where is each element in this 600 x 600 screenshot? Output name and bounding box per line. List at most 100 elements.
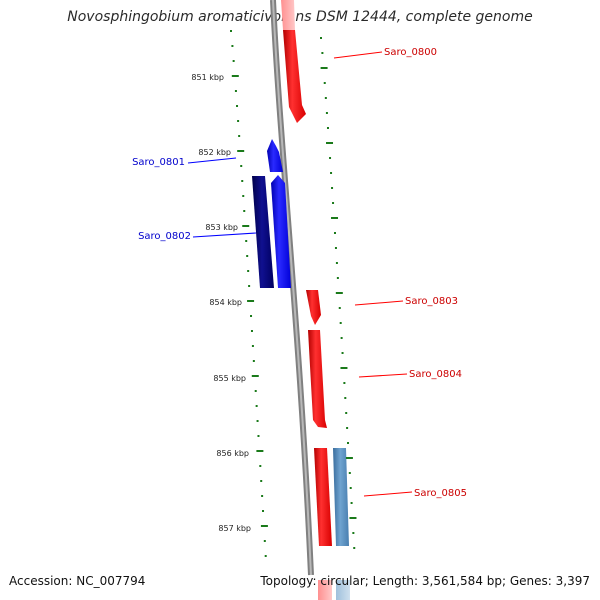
minor-tick (252, 360, 255, 362)
minor-tick (333, 232, 336, 234)
minor-tick (320, 37, 322, 39)
major-tick (242, 225, 250, 227)
minor-tick (262, 510, 265, 512)
minor-tick (335, 262, 338, 264)
backbone-highlight (272, 0, 312, 576)
leader-saro-0803 (354, 300, 404, 306)
left-tick-track (230, 30, 268, 557)
gene-saro-0800[interactable] (283, 30, 306, 123)
minor-tick (349, 487, 352, 489)
minor-tick (234, 90, 237, 92)
major-tick (340, 367, 348, 369)
minor-tick (332, 202, 335, 204)
minor-tick (344, 397, 347, 399)
gene-saro-0804[interactable] (308, 330, 327, 428)
minor-tick (254, 390, 257, 392)
major-tick (326, 142, 334, 144)
minor-tick (340, 337, 343, 339)
minor-tick (325, 112, 328, 114)
minor-tick (232, 60, 235, 62)
minor-tick (259, 465, 262, 467)
minor-tick (237, 120, 240, 122)
minor-tick (323, 82, 326, 84)
leader-saro-0804 (358, 373, 408, 378)
minor-tick (336, 277, 339, 279)
minor-tick (326, 127, 329, 129)
minor-tick (250, 315, 253, 317)
minor-tick (238, 135, 241, 137)
label-saro-0802[interactable]: Saro_0802 (138, 231, 191, 242)
gene-neighbor-steel[interactable] (333, 448, 349, 546)
label-saro-0801[interactable]: Saro_0801 (132, 157, 185, 168)
minor-tick (321, 52, 324, 54)
minor-tick (329, 157, 332, 159)
minor-tick (242, 195, 245, 197)
leader-saro-0800 (333, 51, 383, 59)
minor-tick (260, 480, 263, 482)
gene-saro-0801[interactable] (267, 139, 283, 172)
gene-saro-0802-dark[interactable] (252, 176, 274, 288)
major-tick (335, 292, 343, 294)
minor-tick (338, 307, 341, 309)
gene-saro-0802[interactable] (271, 175, 291, 288)
major-tick (349, 517, 357, 519)
minor-tick (241, 180, 244, 182)
leader-saro-0801 (187, 157, 237, 164)
minor-tick (324, 97, 327, 99)
minor-tick (248, 285, 251, 287)
minor-tick (246, 255, 249, 257)
major-tick (251, 375, 259, 377)
gene-saro-0803[interactable] (306, 290, 321, 325)
major-tick (237, 150, 245, 152)
minor-tick (339, 322, 342, 324)
minor-tick (345, 412, 348, 414)
leader-saro-0802 (192, 232, 257, 238)
minor-tick (247, 270, 250, 272)
minor-tick (350, 502, 353, 504)
minor-tick (255, 405, 258, 407)
minor-tick (353, 547, 356, 549)
major-tick (331, 217, 339, 219)
label-saro-0804[interactable]: Saro_0804 (409, 369, 462, 380)
kbp-label-855: 855 kbp (213, 374, 246, 383)
gene-saro-0805[interactable] (314, 448, 332, 546)
kbp-label-857: 857 kbp (218, 524, 251, 533)
label-saro-0805[interactable]: Saro_0805 (414, 488, 467, 499)
minor-tick (348, 472, 351, 474)
kbp-label-851: 851 kbp (191, 73, 224, 82)
gene-partial-blue (336, 580, 350, 600)
minor-tick (240, 165, 243, 167)
label-saro-0803[interactable]: Saro_0803 (405, 296, 458, 307)
major-tick (320, 67, 328, 69)
kbp-label-854: 854 kbp (209, 298, 242, 307)
minor-tick (251, 345, 254, 347)
kbp-label-853: 853 kbp (205, 223, 238, 232)
minor-tick (256, 420, 259, 422)
leader-saro-0805 (363, 491, 413, 497)
minor-tick (347, 442, 350, 444)
minor-tick (250, 330, 253, 332)
minor-tick (231, 45, 234, 47)
minor-tick (257, 435, 260, 437)
minor-tick (343, 382, 346, 384)
major-tick (260, 525, 268, 527)
label-saro-0800[interactable]: Saro_0800 (384, 47, 437, 58)
right-tick-track (320, 37, 357, 549)
map-title: Novosphingobium aromaticivorans DSM 1244… (67, 9, 533, 25)
gene-partial-red (318, 580, 332, 600)
gene-saro-0800-faded (281, 0, 295, 30)
major-tick (345, 457, 353, 459)
minor-tick (245, 240, 248, 242)
genome-summary: Topology: circular; Length: 3,561,584 bp… (260, 574, 590, 588)
minor-tick (331, 187, 334, 189)
minor-tick (261, 495, 264, 497)
minor-tick (352, 532, 355, 534)
accession-text: Accession: NC_007794 (9, 574, 146, 588)
kbp-label-856: 856 kbp (216, 449, 249, 458)
minor-tick (334, 247, 337, 249)
minor-tick (346, 427, 349, 429)
major-tick (231, 75, 239, 77)
minor-tick (236, 105, 239, 107)
minor-tick (263, 540, 266, 542)
